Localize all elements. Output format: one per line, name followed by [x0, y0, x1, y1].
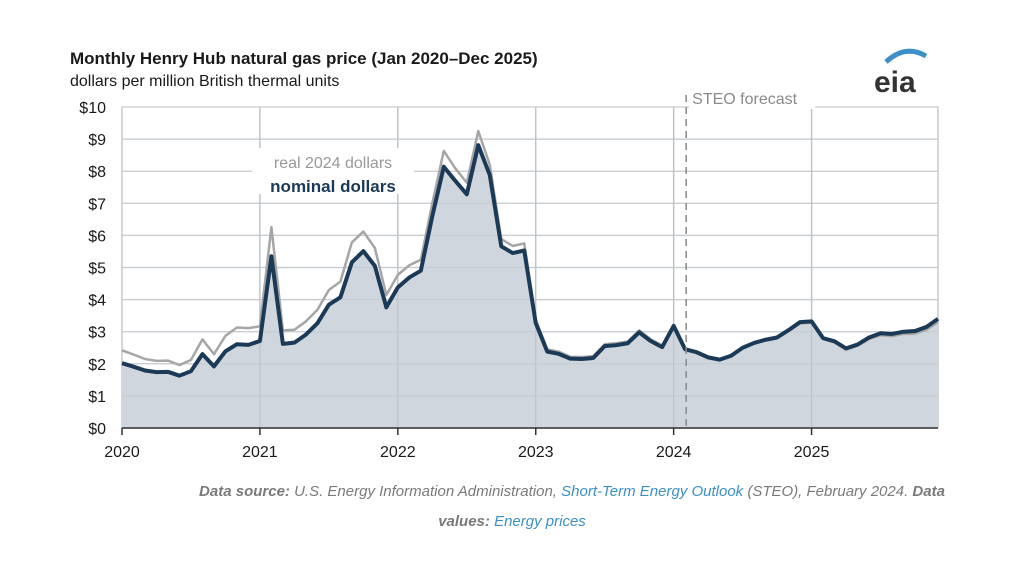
y-tick-label: $4 — [88, 293, 106, 310]
source-text: U.S. Energy Information Administration, — [289, 483, 562, 500]
steo-link[interactable]: Short-Term Energy Outlook — [561, 483, 744, 500]
chart-title: Monthly Henry Hub natural gas price (Jan… — [70, 49, 538, 68]
eia-logo-text: eia — [874, 66, 916, 99]
x-tick-label: 2023 — [518, 444, 554, 461]
legend-real: real 2024 dollars — [274, 155, 392, 172]
x-tick-label: 2020 — [104, 444, 140, 461]
forecast-label: STEO forecast — [692, 91, 797, 108]
y-tick-label: $0 — [88, 421, 106, 438]
x-tick-label: 2022 — [380, 444, 416, 461]
x-tick-label: 2021 — [242, 444, 278, 461]
legend-nominal: nominal dollars — [270, 177, 396, 196]
x-tick-label: 2024 — [656, 444, 692, 461]
x-tick-label: 2025 — [794, 444, 830, 461]
nominal-dollars-line — [121, 143, 940, 378]
axes: $0 $1 $2 $3 $4 $5 $6 $7 $8 $9 $10 2020 2021 2022 2023 2… — [79, 89, 938, 461]
y-tick-label: $8 — [88, 164, 106, 181]
y-tick-label: $9 — [88, 132, 106, 149]
forecast-label-bg — [689, 89, 816, 109]
eia-logo: eia — [874, 48, 928, 99]
y-tick-label: $5 — [88, 261, 106, 278]
y-tick-label: $10 — [79, 100, 106, 117]
y-tick-label: $3 — [88, 325, 106, 342]
footer-values: values: Energy prices — [0, 513, 1024, 530]
plot-area — [121, 95, 940, 428]
y-tick-label: $6 — [88, 228, 106, 245]
footer-source: Data source: U.S. Energy Information Adm… — [60, 483, 1024, 500]
values-label: values: — [438, 513, 490, 530]
chart-subtitle: dollars per million British thermal unit… — [70, 73, 339, 90]
y-tick-label: $2 — [88, 357, 106, 374]
steo-after: (STEO), February 2024. — [743, 483, 913, 500]
y-tick-label: $7 — [88, 196, 106, 213]
y-tick-label: $1 — [88, 389, 106, 406]
energy-prices-link[interactable]: Energy prices — [494, 513, 586, 530]
source-label: Data source: — [199, 483, 290, 500]
eia-logo-arc — [884, 48, 928, 64]
values-label-part: Data — [912, 483, 945, 500]
legend-bg — [252, 148, 414, 194]
nominal-area-fill — [122, 145, 938, 428]
